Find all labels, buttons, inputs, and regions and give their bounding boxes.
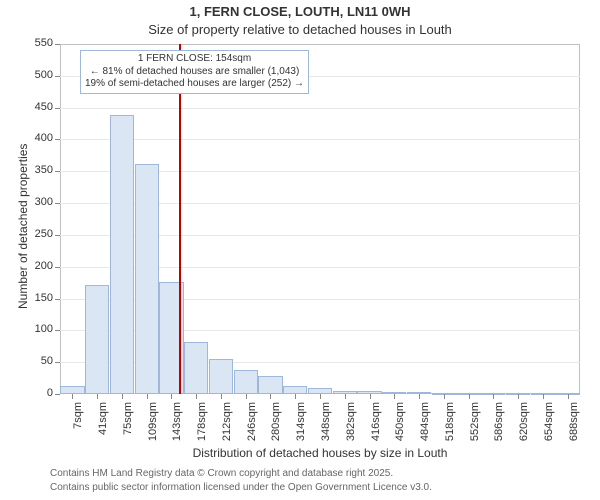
x-tick (568, 394, 569, 399)
y-tick-label: 100 (25, 323, 53, 335)
x-tick-label: 450sqm (394, 402, 406, 452)
x-tick-label: 280sqm (270, 402, 282, 452)
y-tick-label: 0 (25, 387, 53, 399)
x-tick (419, 394, 420, 399)
y-tick-label: 500 (25, 69, 53, 81)
x-tick-label: 143sqm (171, 402, 183, 452)
x-tick-label: 212sqm (221, 402, 233, 452)
histogram-bar (60, 386, 84, 394)
y-tick (55, 235, 60, 236)
x-tick (97, 394, 98, 399)
annotation-line2: ← 81% of detached houses are smaller (1,… (85, 66, 304, 79)
y-tick (55, 203, 60, 204)
histogram-bar (258, 376, 282, 394)
x-tick-label: 41sqm (97, 402, 109, 452)
x-tick (270, 394, 271, 399)
x-tick-label: 75sqm (122, 402, 134, 452)
histogram-bar (283, 386, 307, 394)
histogram-bar (184, 342, 208, 394)
histogram-bar (135, 164, 159, 394)
y-tick-label: 450 (25, 101, 53, 113)
x-tick (493, 394, 494, 399)
y-tick (55, 108, 60, 109)
x-tick-label: 348sqm (320, 402, 332, 452)
footer-line1: Contains HM Land Registry data © Crown c… (50, 468, 393, 479)
x-tick-label: 109sqm (147, 402, 159, 452)
y-gridline (60, 108, 580, 109)
x-axis-label: Distribution of detached houses by size … (60, 446, 580, 460)
x-tick (469, 394, 470, 399)
x-tick-label: 416sqm (370, 402, 382, 452)
x-tick-label: 552sqm (469, 402, 481, 452)
x-tick-label: 586sqm (493, 402, 505, 452)
x-tick (295, 394, 296, 399)
x-tick-label: 654sqm (543, 402, 555, 452)
y-tick (55, 362, 60, 363)
x-tick-label: 314sqm (295, 402, 307, 452)
x-tick (196, 394, 197, 399)
x-tick (147, 394, 148, 399)
y-tick-label: 550 (25, 37, 53, 49)
chart-title-line2: Size of property relative to detached ho… (0, 22, 600, 37)
histogram-bar (209, 359, 233, 394)
y-tick (55, 139, 60, 140)
y-tick (55, 171, 60, 172)
y-tick (55, 267, 60, 268)
x-tick-label: 484sqm (419, 402, 431, 452)
y-gridline (60, 139, 580, 140)
x-tick-label: 178sqm (196, 402, 208, 452)
x-tick-label: 620sqm (518, 402, 530, 452)
x-tick (320, 394, 321, 399)
x-tick (221, 394, 222, 399)
property-annotation-box: 1 FERN CLOSE: 154sqm← 81% of detached ho… (80, 50, 309, 94)
x-tick (345, 394, 346, 399)
y-tick (55, 76, 60, 77)
x-tick (444, 394, 445, 399)
x-tick (72, 394, 73, 399)
property-marker-line (179, 44, 181, 394)
histogram-bar (234, 370, 258, 394)
x-tick-label: 382sqm (345, 402, 357, 452)
y-tick (55, 394, 60, 395)
x-tick (543, 394, 544, 399)
x-tick (246, 394, 247, 399)
y-tick (55, 299, 60, 300)
x-tick-label: 7sqm (72, 402, 84, 452)
histogram-bar (85, 285, 109, 394)
x-tick-label: 246sqm (246, 402, 258, 452)
x-tick (370, 394, 371, 399)
x-tick-label: 518sqm (444, 402, 456, 452)
x-tick (394, 394, 395, 399)
y-axis-label: Number of detached properties (16, 144, 30, 309)
x-tick (171, 394, 172, 399)
histogram-bar (110, 115, 134, 394)
annotation-line3: 19% of semi-detached houses are larger (… (85, 78, 304, 91)
footer-line2: Contains public sector information licen… (50, 482, 432, 493)
y-tick (55, 330, 60, 331)
chart-title-line1: 1, FERN CLOSE, LOUTH, LN11 0WH (0, 4, 600, 19)
y-tick-label: 50 (25, 355, 53, 367)
y-tick (55, 44, 60, 45)
annotation-line1: 1 FERN CLOSE: 154sqm (85, 53, 304, 66)
x-tick-label: 688sqm (568, 402, 580, 452)
x-tick (518, 394, 519, 399)
x-tick (122, 394, 123, 399)
